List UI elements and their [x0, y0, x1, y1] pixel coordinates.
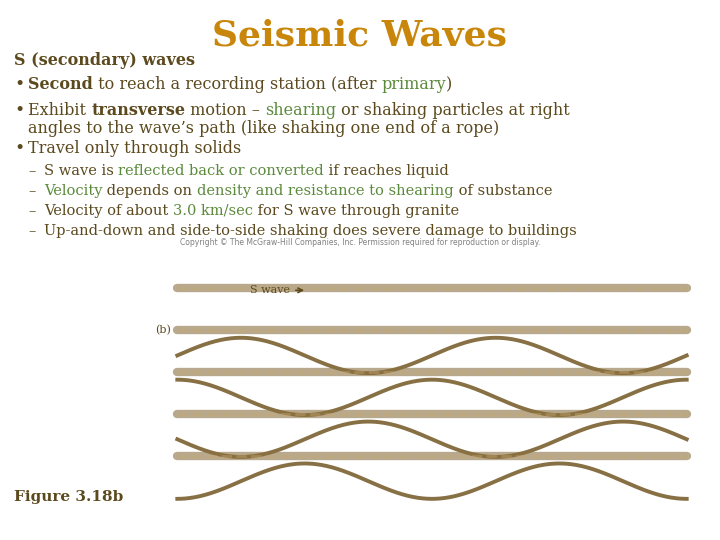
Text: Figure 3.18b: Figure 3.18b — [14, 490, 123, 504]
Text: S (secondary) waves: S (secondary) waves — [14, 52, 195, 69]
Text: S wave: S wave — [251, 285, 302, 295]
Text: –: – — [28, 224, 35, 238]
Text: primary: primary — [382, 76, 446, 93]
Text: –: – — [28, 164, 35, 178]
Text: Second: Second — [28, 76, 93, 93]
Text: –: – — [28, 204, 35, 218]
Text: •: • — [14, 76, 24, 93]
Text: Copyright © The McGraw-Hill Companies, Inc. Permission required for reproduction: Copyright © The McGraw-Hill Companies, I… — [180, 238, 540, 247]
Text: Velocity of about: Velocity of about — [44, 204, 173, 218]
Text: transverse: transverse — [91, 102, 185, 119]
Text: to reach a recording station (after: to reach a recording station (after — [93, 76, 382, 93]
Text: depends on: depends on — [102, 184, 197, 198]
Text: Velocity: Velocity — [44, 184, 102, 198]
Text: angles to the wave’s path (like shaking one end of a rope): angles to the wave’s path (like shaking … — [28, 120, 499, 137]
Text: ): ) — [446, 76, 452, 93]
Text: of substance: of substance — [454, 184, 552, 198]
Text: reflected back or converted: reflected back or converted — [119, 164, 324, 178]
Text: –: – — [28, 184, 35, 198]
Text: for S wave through granite: for S wave through granite — [253, 204, 459, 218]
Text: shearing: shearing — [265, 102, 336, 119]
Text: •: • — [14, 140, 24, 157]
Text: if reaches liquid: if reaches liquid — [324, 164, 449, 178]
Text: Exhibit: Exhibit — [28, 102, 91, 119]
Text: (b): (b) — [155, 325, 171, 335]
Text: S wave is: S wave is — [44, 164, 119, 178]
Text: Seismic Waves: Seismic Waves — [212, 18, 508, 52]
Text: •: • — [14, 102, 24, 119]
Text: Travel only through solids: Travel only through solids — [28, 140, 241, 157]
Text: motion –: motion – — [185, 102, 265, 119]
Text: Up-and-down and side-to-side shaking does severe damage to buildings: Up-and-down and side-to-side shaking doe… — [44, 224, 577, 238]
Text: or shaking particles at right: or shaking particles at right — [336, 102, 570, 119]
Text: density and resistance to shearing: density and resistance to shearing — [197, 184, 454, 198]
Text: 3.0 km/sec: 3.0 km/sec — [173, 204, 253, 218]
